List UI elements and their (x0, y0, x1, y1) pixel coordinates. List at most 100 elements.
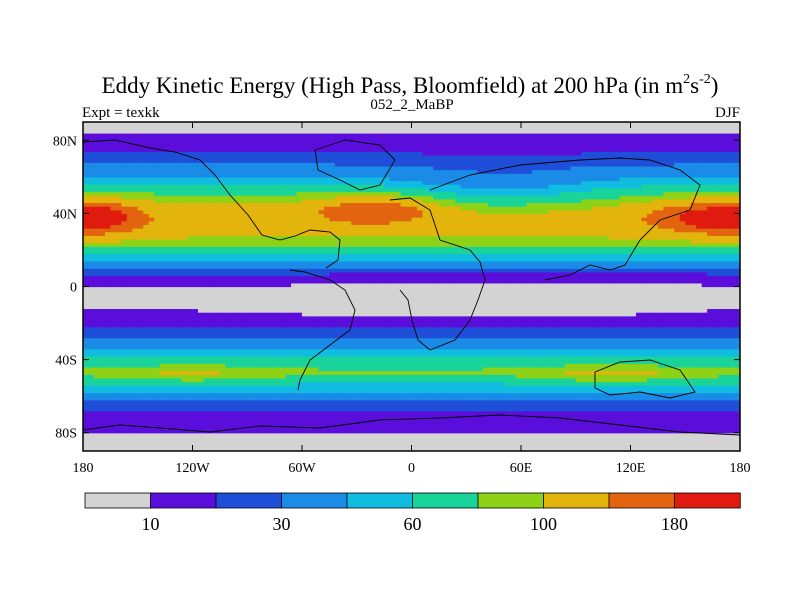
field-cell (537, 323, 544, 328)
field-cell (356, 432, 363, 437)
field-cell (329, 407, 336, 412)
field-cell (110, 388, 117, 394)
field-cell (477, 425, 484, 430)
field-cell (734, 366, 740, 372)
field-cell (499, 330, 506, 335)
field-cell (630, 341, 637, 346)
field-cell (466, 359, 473, 364)
field-cell (488, 363, 495, 368)
field-cell (285, 323, 292, 328)
field-cell (280, 297, 287, 302)
field-cell (395, 326, 402, 331)
field-cell (208, 344, 215, 350)
field-cell (526, 315, 533, 320)
field-cell (263, 432, 270, 437)
field-cell (685, 421, 692, 427)
field-cell (104, 297, 111, 302)
field-cell (362, 304, 369, 310)
field-cell (378, 432, 385, 437)
field-cell (734, 344, 740, 350)
field-cell (657, 399, 664, 405)
field-cell (553, 381, 560, 386)
field-cell (449, 399, 456, 405)
field-cell (646, 388, 653, 394)
field-cell (225, 381, 232, 386)
field-cell (230, 363, 237, 368)
field-cell (482, 304, 489, 310)
field-cell (340, 388, 347, 394)
field-cell (329, 443, 336, 448)
field-cell (608, 429, 615, 434)
field-cell (121, 432, 128, 437)
field-cell (575, 323, 582, 328)
field-cell (395, 301, 402, 306)
field-cell (291, 381, 298, 386)
field-cell (712, 326, 719, 331)
field-cell (504, 337, 511, 342)
field-cell (564, 308, 571, 313)
field-cell (729, 308, 736, 313)
field-cell (466, 392, 473, 397)
field-cell (302, 363, 309, 368)
field-cell (553, 319, 560, 324)
field-cell (488, 301, 495, 306)
field-cell (121, 414, 128, 419)
field-cell (351, 334, 358, 339)
field-cell (318, 355, 325, 361)
field-cell (427, 410, 434, 416)
field-cell (159, 374, 166, 379)
field-cell (395, 319, 402, 324)
field-cell (219, 315, 226, 320)
field-cell (126, 363, 133, 368)
field-cell (674, 359, 681, 364)
field-cell (597, 377, 604, 383)
field-cell (433, 355, 440, 361)
field-cell (93, 308, 101, 313)
field-cell (230, 396, 237, 401)
field-cell (433, 363, 440, 368)
field-cell (597, 315, 604, 320)
field-cell (356, 359, 363, 364)
field-cell (269, 392, 276, 397)
field-cell (340, 421, 347, 427)
field-cell (99, 381, 106, 386)
field-cell (548, 381, 555, 386)
field-cell (515, 334, 522, 339)
field-cell (614, 396, 621, 401)
field-cell (488, 436, 495, 441)
field-cell (619, 447, 626, 451)
field-cell (619, 341, 626, 346)
field-cell (460, 341, 467, 346)
field-cell (559, 429, 566, 434)
field-cell (701, 447, 708, 451)
field-cell (219, 436, 226, 441)
field-cell (581, 304, 588, 310)
field-cell (411, 403, 418, 408)
field-cell (159, 352, 166, 357)
field-cell (323, 399, 330, 405)
field-cell (422, 304, 429, 310)
field-cell (712, 374, 719, 379)
field-cell (345, 352, 352, 357)
field-cell (115, 366, 122, 372)
field-cell (307, 436, 314, 441)
field-cell (444, 418, 451, 423)
field-cell (274, 330, 281, 335)
field-cell (701, 348, 708, 353)
field-cell (170, 308, 177, 313)
field-cell (471, 312, 478, 317)
field-cell (384, 374, 391, 379)
field-cell (143, 344, 150, 350)
field-cell (395, 323, 402, 328)
field-cell (482, 359, 489, 364)
field-cell (515, 418, 522, 423)
field-cell (679, 330, 686, 335)
field-cell (312, 344, 320, 350)
field-cell (646, 330, 653, 335)
field-cell (285, 377, 292, 383)
field-cell (515, 366, 522, 372)
field-cell (296, 323, 303, 328)
field-cell (537, 344, 544, 350)
field-cell (696, 352, 703, 357)
field-cell (449, 308, 456, 313)
